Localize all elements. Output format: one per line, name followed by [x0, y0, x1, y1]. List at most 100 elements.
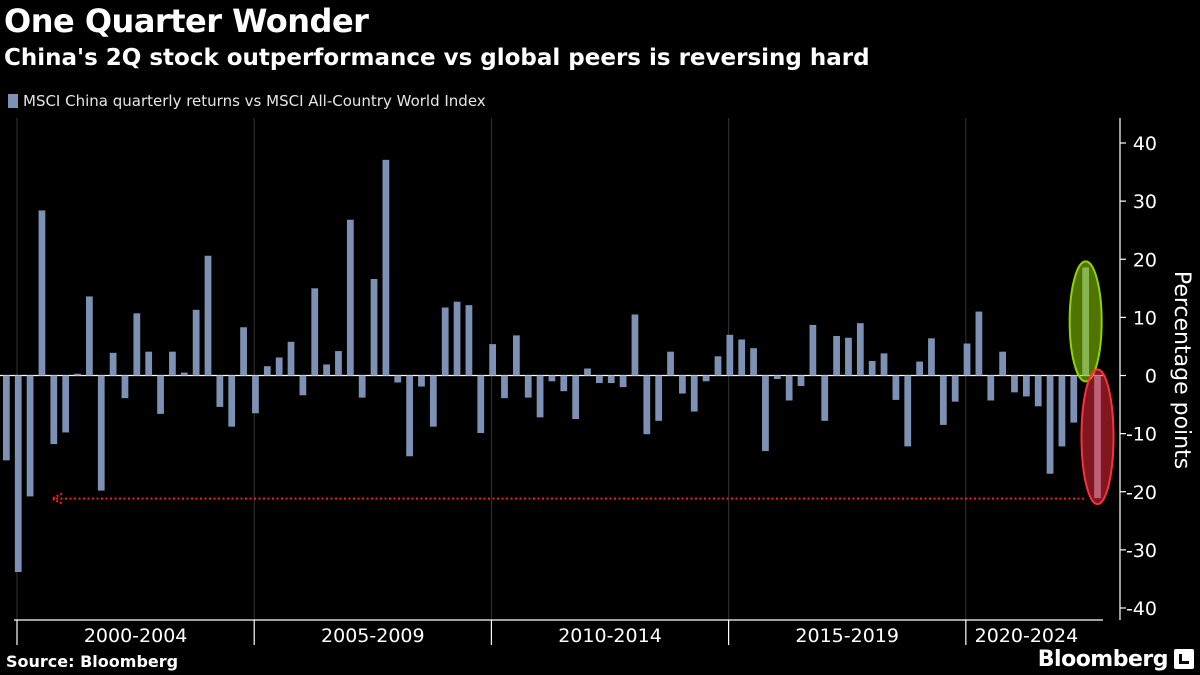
y-tick-label: 20	[1133, 249, 1157, 271]
bar	[394, 375, 402, 383]
bar	[180, 372, 188, 376]
bar	[287, 341, 295, 376]
y-axis-title: Percentage points	[1169, 271, 1194, 469]
bar	[833, 335, 840, 376]
bar	[145, 351, 153, 376]
y-tick-label: -30	[1126, 540, 1157, 562]
bar	[453, 301, 461, 376]
bar	[346, 219, 354, 376]
y-tick-label: 10	[1133, 307, 1157, 329]
bar	[916, 361, 923, 376]
bar	[109, 352, 117, 376]
x-group-label: 2005-2009	[321, 625, 425, 647]
chart-legend: MSCI China quarterly returns vs MSCI All…	[8, 92, 486, 110]
bar	[987, 375, 995, 401]
bar	[418, 375, 425, 387]
x-group-label: 2010-2014	[558, 625, 662, 647]
bar	[97, 375, 105, 491]
bar	[560, 375, 568, 392]
grid-layer	[0, 118, 1103, 620]
bar	[868, 360, 876, 376]
bar	[192, 309, 200, 376]
bar	[74, 373, 81, 376]
bar	[951, 375, 959, 402]
chart-subtitle: China's 2Q stock outperformance vs globa…	[4, 45, 870, 71]
y-tick-label: -40	[1126, 598, 1157, 620]
bar	[762, 375, 769, 452]
bar	[856, 323, 864, 376]
bar	[358, 375, 366, 398]
source-label: Source: Bloomberg	[6, 652, 179, 671]
bloomberg-logo: Bloomberg	[1037, 647, 1169, 672]
y-tick-label: 0	[1145, 366, 1157, 388]
bar	[821, 375, 829, 421]
bar	[252, 375, 259, 414]
bloomberg-terminal-icon	[1174, 649, 1194, 669]
bar	[892, 375, 900, 400]
bar	[726, 334, 734, 376]
bar	[38, 210, 46, 376]
bar	[939, 375, 947, 425]
bar	[26, 375, 34, 497]
bar	[133, 313, 141, 376]
bar	[429, 375, 437, 427]
bar	[773, 375, 781, 379]
y-tick-label: -20	[1126, 482, 1157, 504]
x-group-label: 2020-2024	[975, 625, 1079, 647]
bar	[904, 375, 912, 447]
bar	[679, 375, 686, 394]
bar	[1070, 375, 1078, 423]
y-tick-label: 40	[1133, 133, 1157, 155]
bar	[963, 343, 971, 376]
bar	[121, 375, 129, 399]
red-highlight-ellipse	[1080, 368, 1115, 506]
bar	[667, 351, 674, 376]
bar	[263, 366, 271, 376]
bar	[299, 375, 307, 396]
bar	[14, 375, 22, 572]
bar	[999, 351, 1007, 376]
bar	[690, 375, 698, 412]
bar	[797, 375, 805, 386]
bar	[928, 338, 935, 376]
bar	[216, 375, 224, 407]
bar	[1046, 375, 1054, 474]
bar	[512, 335, 520, 376]
bar	[157, 375, 164, 414]
bar	[702, 375, 710, 382]
bar	[323, 364, 330, 376]
bar	[204, 255, 212, 376]
bar	[1058, 375, 1066, 447]
bar	[975, 311, 983, 376]
bar	[240, 327, 247, 376]
bar	[750, 348, 757, 376]
axis-layer: 40 30 20 10 0 -10 -20 -30 -40 Percentage points 20…	[14, 118, 1194, 647]
bar	[275, 357, 283, 376]
bar	[572, 375, 580, 420]
x-group-label: 2015-2019	[795, 625, 899, 647]
bar	[335, 351, 342, 376]
bar	[1034, 375, 1042, 407]
bar	[62, 375, 70, 433]
bar	[1011, 375, 1018, 393]
bar	[596, 375, 603, 384]
legend-swatch	[8, 94, 18, 108]
bar	[536, 375, 544, 418]
x-group-label: 2000-2004	[84, 625, 188, 647]
y-tick-label: -10	[1126, 424, 1157, 446]
bar	[643, 375, 651, 435]
bar	[465, 305, 473, 376]
bar	[477, 375, 485, 434]
bar	[406, 375, 413, 457]
bar	[655, 375, 663, 421]
bar	[524, 375, 532, 398]
bar	[880, 353, 888, 376]
bar	[50, 375, 58, 445]
bar	[631, 314, 639, 376]
bar	[785, 375, 793, 401]
bar	[501, 375, 508, 399]
bar	[845, 337, 852, 376]
bar	[382, 159, 390, 376]
bar	[619, 375, 627, 388]
